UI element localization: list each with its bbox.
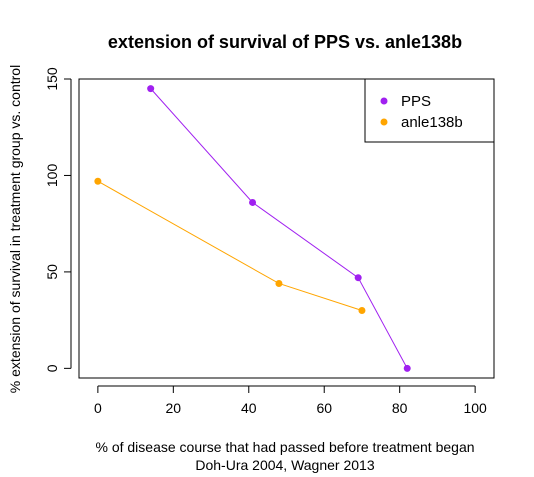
x-axis-label: % of disease course that had passed befo…: [95, 439, 474, 455]
data-point: [94, 177, 102, 185]
data-point: [249, 198, 257, 206]
y-axis: 0 50 100 150: [44, 67, 72, 372]
y-tick-label: 0: [44, 364, 60, 372]
x-axis: 0 20 40 60 80 100: [94, 385, 487, 416]
x-tick-label: 0: [94, 400, 102, 416]
chart-title: extension of survival of PPS vs. anle138…: [108, 32, 462, 52]
legend-label: PPS: [401, 93, 431, 110]
x-tick-label: 20: [166, 400, 182, 416]
legend: PPS anle138b: [364, 78, 495, 143]
y-tick-label: 50: [44, 264, 60, 280]
y-tick-label: 150: [44, 67, 60, 91]
series-pps: [147, 85, 411, 372]
legend-marker: [380, 97, 388, 105]
series-layer: [94, 85, 411, 372]
plot-frame: [78, 78, 495, 379]
data-point: [358, 306, 366, 314]
source-note: Doh-Ura 2004, Wagner 2013: [195, 457, 374, 473]
series-line: [150, 88, 408, 369]
y-axis-label: % extension of survival in treatment gro…: [7, 65, 23, 393]
series-anle138b: [94, 177, 366, 314]
x-tick-label: 40: [241, 400, 257, 416]
x-tick-label: 60: [316, 400, 332, 416]
legend-box: [364, 78, 495, 143]
y-tick-label: 100: [44, 164, 60, 188]
data-point: [275, 279, 283, 287]
data-point: [147, 85, 155, 93]
series-line: [97, 180, 363, 311]
legend-marker: [380, 118, 388, 126]
x-tick-label: 80: [392, 400, 408, 416]
x-tick-label: 100: [463, 400, 487, 416]
data-point: [403, 364, 411, 372]
data-point: [354, 274, 362, 282]
legend-label: anle138b: [401, 114, 463, 131]
